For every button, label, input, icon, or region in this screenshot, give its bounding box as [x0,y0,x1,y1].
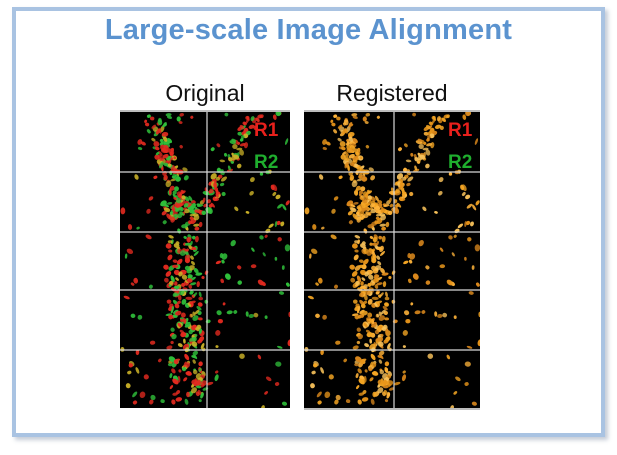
r2-legend-label: R2 [254,152,279,173]
registered-image-panel: R1 R2 [304,110,480,410]
r1-legend-label: R1 [448,120,473,141]
original-caption: Original [165,80,245,106]
r1-legend-label: R1 [254,120,279,141]
registered-microscopy-image [304,112,480,408]
registered-caption: Registered [336,80,448,106]
slide-title: Large-scale Image Alignment [104,14,513,46]
original-image-panel: R1 R2 [120,110,290,408]
r2-legend-label: R2 [448,152,473,173]
original-microscopy-image [120,112,290,408]
